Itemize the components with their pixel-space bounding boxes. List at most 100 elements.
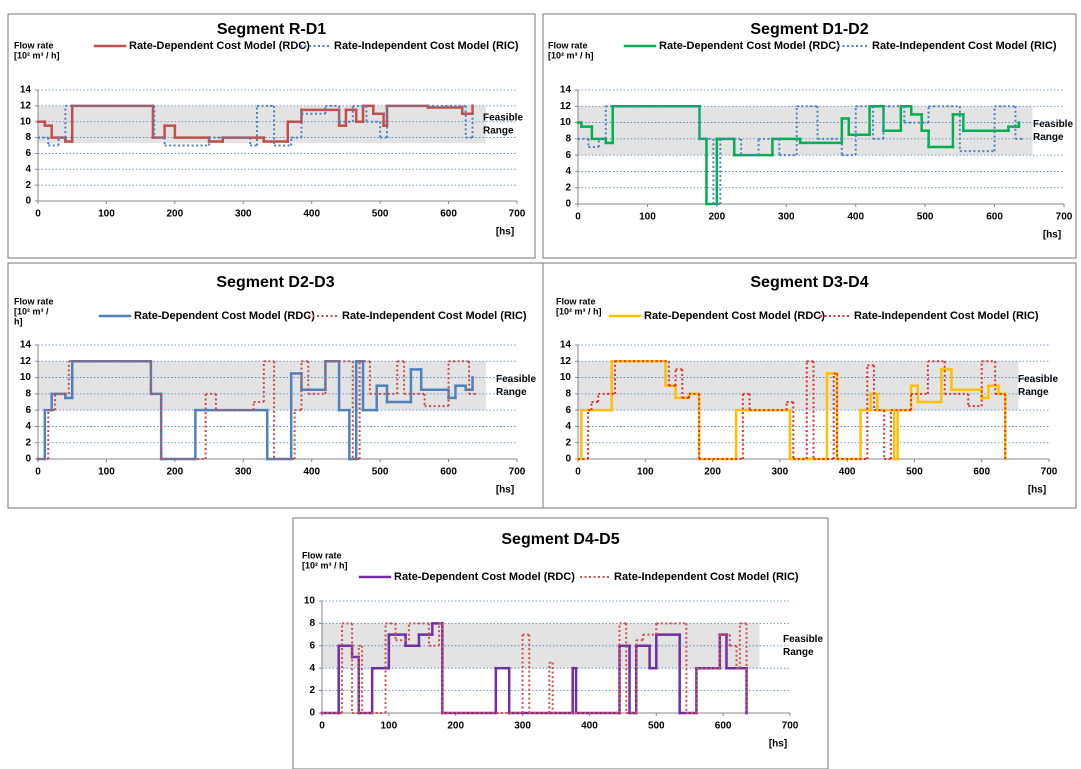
x-tick-label: 200 — [167, 467, 184, 478]
band-label: Range — [496, 387, 527, 398]
y-tick-label: 12 — [20, 100, 32, 111]
x-tick-label: 100 — [637, 467, 654, 478]
chart-title: Segment R-D1 — [217, 21, 326, 38]
chart-title: Segment D4-D5 — [501, 531, 619, 548]
legend-label: Rate-Dependent Cost Model (RDC) — [644, 310, 825, 322]
legend-label: Rate-Dependent Cost Model (RDC) — [129, 40, 310, 52]
series — [322, 622, 748, 714]
y-tick-label: 4 — [25, 164, 31, 175]
y-tick-label: 4 — [565, 421, 571, 432]
x-tick-label: 600 — [440, 467, 457, 478]
x-tick-label: 600 — [986, 212, 1003, 223]
x-tick-label: 600 — [715, 721, 732, 732]
y-tick-label: 0 — [25, 196, 31, 207]
x-tick-label: 400 — [303, 467, 320, 478]
y-tick-label: 10 — [20, 372, 32, 383]
legend-label: Rate-Independent Cost Model (RIC) — [342, 310, 527, 322]
y-axis-label: Flow rate — [14, 296, 54, 306]
chart-title: Segment D3-D4 — [750, 274, 868, 291]
y-tick-label: 6 — [565, 405, 571, 416]
legend-label: Rate-Independent Cost Model (RIC) — [854, 310, 1039, 322]
y-tick-label: 6 — [25, 405, 31, 416]
y-tick-label: 8 — [25, 132, 31, 143]
band-label: Feasible — [1018, 374, 1058, 385]
band-label: Range — [483, 126, 514, 137]
band-label: Feasible — [496, 374, 536, 385]
x-axis-label: [hs] — [496, 227, 514, 238]
x-tick-label: 500 — [372, 209, 389, 220]
x-tick-label: 0 — [319, 721, 325, 732]
series — [578, 105, 1023, 205]
series — [576, 105, 1021, 206]
legend-label: Rate-Dependent Cost Model (RDC) — [394, 571, 575, 583]
y-tick-label: 10 — [560, 372, 572, 383]
y-axis-label: [10² m³ / — [14, 306, 49, 316]
y-tick-label: 4 — [565, 166, 571, 177]
y-tick-label: 2 — [309, 685, 315, 696]
y-tick-label: 6 — [309, 640, 315, 651]
y-tick-label: 6 — [565, 150, 571, 161]
y-axis-label: [10² m³ / h] — [302, 560, 348, 570]
x-tick-label: 500 — [372, 467, 389, 478]
x-tick-label: 0 — [575, 467, 581, 478]
x-tick-label: 100 — [98, 467, 115, 478]
series — [38, 104, 474, 147]
y-axis-label: [10² m³ / h] — [548, 50, 594, 60]
x-tick-label: 600 — [440, 209, 457, 220]
x-axis-label: [hs] — [1043, 230, 1061, 241]
y-tick-label: 8 — [565, 388, 571, 399]
band-label: Range — [1018, 387, 1049, 398]
y-axis-label: Flow rate — [548, 40, 588, 50]
y-tick-label: 0 — [565, 454, 571, 465]
y-tick-label: 10 — [304, 596, 316, 607]
x-tick-label: 200 — [704, 467, 721, 478]
y-tick-label: 10 — [20, 116, 32, 127]
y-tick-label: 4 — [25, 421, 31, 432]
y-tick-label: 2 — [25, 437, 31, 448]
x-tick-label: 600 — [973, 467, 990, 478]
x-tick-label: 300 — [235, 209, 252, 220]
band-label: Feasible — [783, 634, 823, 645]
x-tick-label: 300 — [235, 467, 252, 478]
y-axis-label: Flow rate — [556, 296, 596, 306]
band-label: Range — [783, 647, 814, 658]
x-tick-label: 700 — [782, 721, 799, 732]
y-tick-label: 14 — [20, 85, 32, 96]
x-tick-label: 100 — [381, 721, 398, 732]
y-tick-label: 2 — [25, 180, 31, 191]
x-axis-label: [hs] — [769, 739, 787, 750]
x-tick-label: 700 — [509, 209, 526, 220]
x-tick-label: 100 — [98, 209, 115, 220]
x-tick-label: 100 — [639, 212, 656, 223]
series — [38, 360, 476, 460]
x-tick-label: 0 — [35, 209, 41, 220]
y-tick-label: 0 — [25, 454, 31, 465]
x-tick-label: 400 — [581, 721, 598, 732]
y-tick-label: 14 — [20, 340, 32, 351]
y-tick-label: 0 — [309, 708, 315, 719]
x-tick-label: 700 — [1056, 212, 1073, 223]
x-axis-label: [hs] — [1028, 485, 1046, 496]
y-axis-label: [10² m³ / h] — [556, 306, 602, 316]
y-tick-label: 8 — [565, 133, 571, 144]
chart-title: Segment D1-D2 — [750, 21, 868, 38]
x-tick-label: 400 — [839, 467, 856, 478]
x-tick-label: 0 — [575, 212, 581, 223]
band-label: Range — [1033, 132, 1064, 143]
y-axis-label: Flow rate — [14, 40, 54, 50]
y-tick-label: 10 — [560, 117, 572, 128]
y-tick-label: 12 — [560, 356, 572, 367]
x-tick-label: 200 — [447, 721, 464, 732]
y-tick-label: 8 — [309, 618, 315, 629]
legend-label: Rate-Independent Cost Model (RIC) — [614, 571, 799, 583]
x-tick-label: 500 — [917, 212, 934, 223]
x-tick-label: 300 — [514, 721, 531, 732]
y-axis-label: [10² m³ / h] — [14, 50, 60, 60]
x-tick-label: 400 — [847, 212, 864, 223]
legend-label: Rate-Dependent Cost Model (RDC) — [134, 310, 315, 322]
y-tick-label: 2 — [565, 182, 571, 193]
x-tick-label: 200 — [167, 209, 184, 220]
y-tick-label: 8 — [25, 388, 31, 399]
y-tick-label: 6 — [25, 148, 31, 159]
